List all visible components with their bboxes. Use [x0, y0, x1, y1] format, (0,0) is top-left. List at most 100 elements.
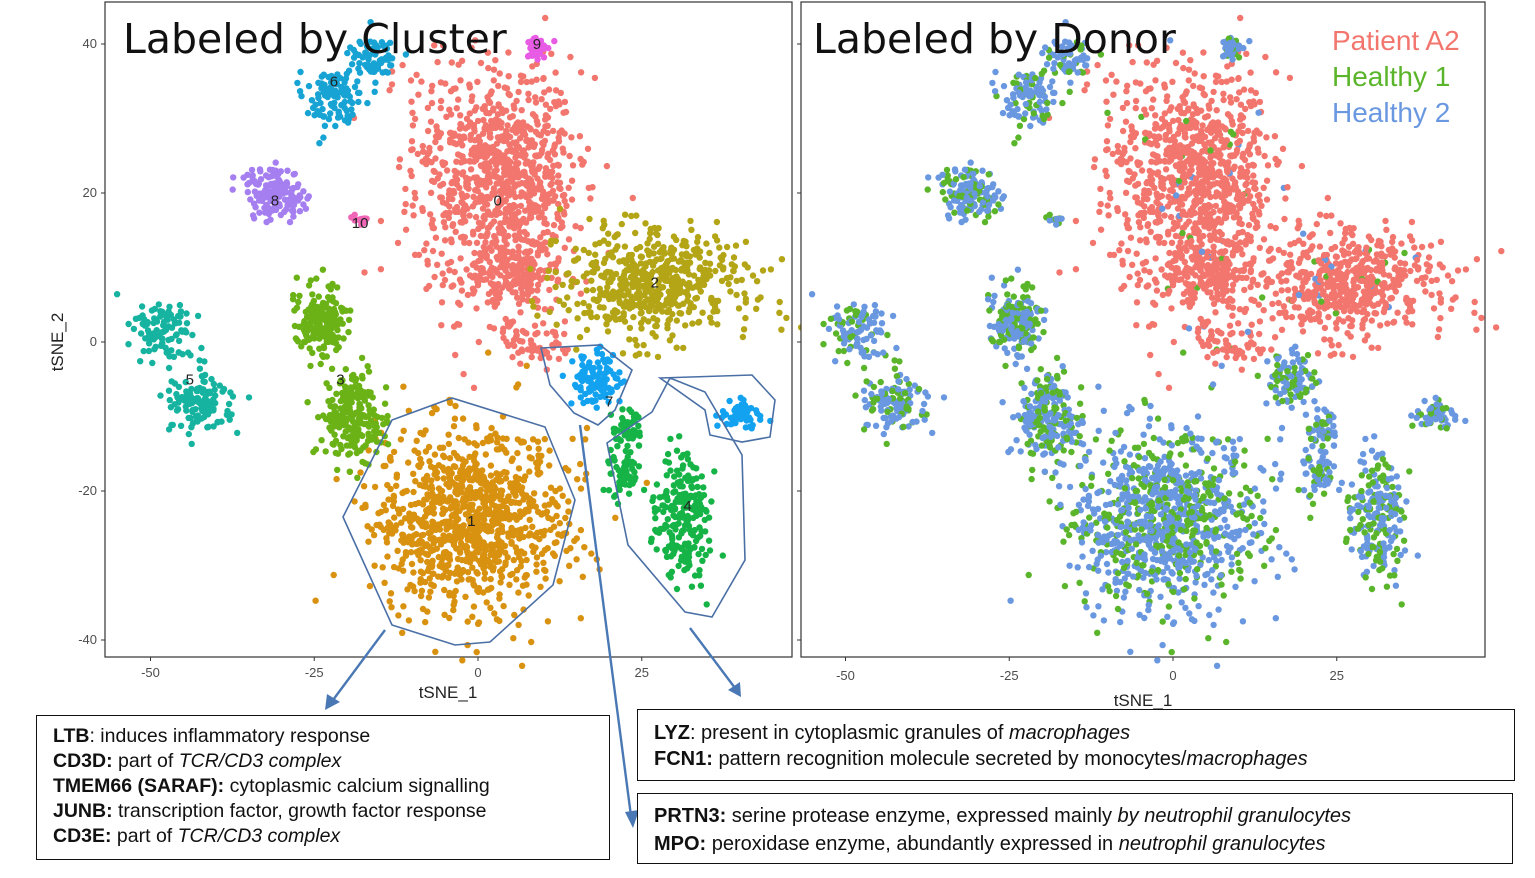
cluster-8-point: [275, 170, 282, 178]
cluster-0-point: [464, 205, 471, 212]
donor-point: [1180, 64, 1187, 72]
cluster-2-point: [776, 309, 783, 316]
cluster-0-point: [476, 272, 483, 279]
cluster-1-point: [402, 552, 410, 559]
donor-point: [1298, 162, 1306, 170]
cluster-8-point: [247, 196, 254, 203]
cluster-0-point: [511, 264, 519, 271]
cluster-1-point: [422, 427, 429, 434]
donor-point: [1118, 285, 1125, 293]
cluster-2-point: [664, 266, 672, 274]
cluster-2-point: [632, 276, 640, 283]
cluster-3-point: [325, 398, 332, 405]
cluster-0-point: [546, 286, 553, 294]
cluster-8-point: [256, 209, 263, 216]
cluster-0-point: [532, 331, 539, 338]
cluster-0-point: [515, 232, 522, 240]
cluster-2-point: [733, 291, 740, 299]
cluster-2-point: [606, 295, 613, 303]
cluster-2-point: [725, 280, 732, 288]
donor-point: [1264, 162, 1272, 169]
cluster-0-point: [524, 276, 531, 283]
donor-point: [1263, 196, 1271, 203]
cluster-2-point: [528, 298, 536, 305]
cluster-0-point: [437, 104, 444, 112]
cluster-3-point: [341, 422, 348, 429]
cluster-0-point: [461, 194, 468, 201]
cluster-0-point: [446, 187, 453, 194]
cluster-2-point: [616, 299, 624, 307]
cluster-1-point: [471, 453, 478, 460]
donor-point: [1262, 53, 1269, 61]
cluster-3-point: [328, 427, 335, 434]
cluster-1-point: [445, 440, 453, 448]
cluster-1-point: [452, 521, 459, 528]
cluster-3-point: [326, 384, 333, 391]
cluster-1-point: [432, 537, 439, 544]
cluster-2-point: [559, 281, 566, 288]
cluster-0-point: [458, 198, 465, 206]
cluster-2-point: [614, 243, 621, 250]
cluster-0-point: [473, 305, 480, 312]
cluster-1-point: [463, 548, 471, 555]
cluster-0-point: [561, 211, 568, 218]
cluster-0-point: [513, 173, 520, 181]
cluster-2-point: [711, 233, 719, 240]
cluster-1-point: [407, 549, 415, 556]
cluster-4-point: [703, 601, 710, 608]
cluster-0-point: [518, 123, 525, 130]
cluster-0-point: [443, 167, 451, 174]
cluster-5-point: [140, 316, 148, 323]
cluster-1-point: [422, 448, 430, 455]
cluster-3-point: [307, 322, 314, 329]
donor-point: [1188, 140, 1196, 147]
cluster-0-point: [546, 173, 553, 180]
cluster-0-point: [506, 114, 514, 121]
cluster-1-point: [376, 521, 383, 528]
cluster-1-point: [481, 575, 488, 582]
donor-point: [1244, 187, 1252, 194]
cluster-0-point: [424, 261, 431, 268]
cluster-0-point: [502, 280, 509, 288]
cluster-0-point: [459, 142, 466, 149]
cluster-1-point: [509, 455, 516, 462]
cluster-1-point: [542, 491, 549, 498]
cluster-0-point: [493, 237, 500, 245]
cluster-1-point: [573, 535, 580, 542]
cluster-3-point: [324, 325, 331, 332]
cluster-0-point: [471, 249, 478, 257]
cluster-1-point: [419, 501, 427, 508]
cluster-0-point: [449, 221, 457, 228]
cluster-0-point: [466, 239, 473, 247]
cluster-1-point: [493, 508, 500, 516]
cluster-1-point: [384, 553, 391, 560]
cluster-4-point: [676, 433, 683, 440]
cluster-0-point: [512, 280, 519, 288]
cluster-5-point: [159, 329, 166, 336]
cluster-3-point: [329, 280, 336, 288]
donor-point: [1091, 156, 1099, 163]
cluster-5-point: [149, 359, 156, 367]
cluster-2-point: [673, 344, 680, 351]
cluster-4-point: [668, 544, 675, 552]
cluster-1-point: [512, 544, 519, 551]
cluster-8-point: [295, 181, 302, 188]
cluster-1-point: [507, 514, 514, 521]
cluster-4-point: [678, 530, 685, 537]
cluster-2-point: [685, 271, 693, 278]
cluster-1-point: [577, 615, 584, 622]
cluster-2-point: [630, 313, 637, 321]
cluster-0-point: [542, 112, 550, 119]
cluster-2-point: [632, 352, 639, 359]
cluster-2-point: [654, 267, 662, 274]
cluster-1-point: [445, 574, 452, 581]
cluster-1-point: [413, 531, 420, 538]
cluster-2-point: [633, 342, 640, 349]
cluster-8-point: [289, 193, 296, 200]
cluster-1-point: [538, 452, 545, 459]
cluster-2-point: [637, 310, 644, 317]
cluster-1-point: [525, 592, 532, 599]
cluster-1-point: [430, 510, 438, 517]
cluster-0-point: [459, 169, 467, 176]
cluster-0-point: [466, 110, 473, 117]
